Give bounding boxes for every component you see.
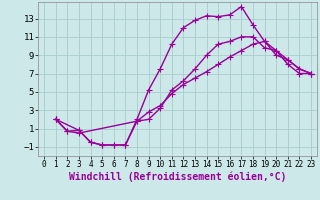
X-axis label: Windchill (Refroidissement éolien,°C): Windchill (Refroidissement éolien,°C) <box>69 172 286 182</box>
